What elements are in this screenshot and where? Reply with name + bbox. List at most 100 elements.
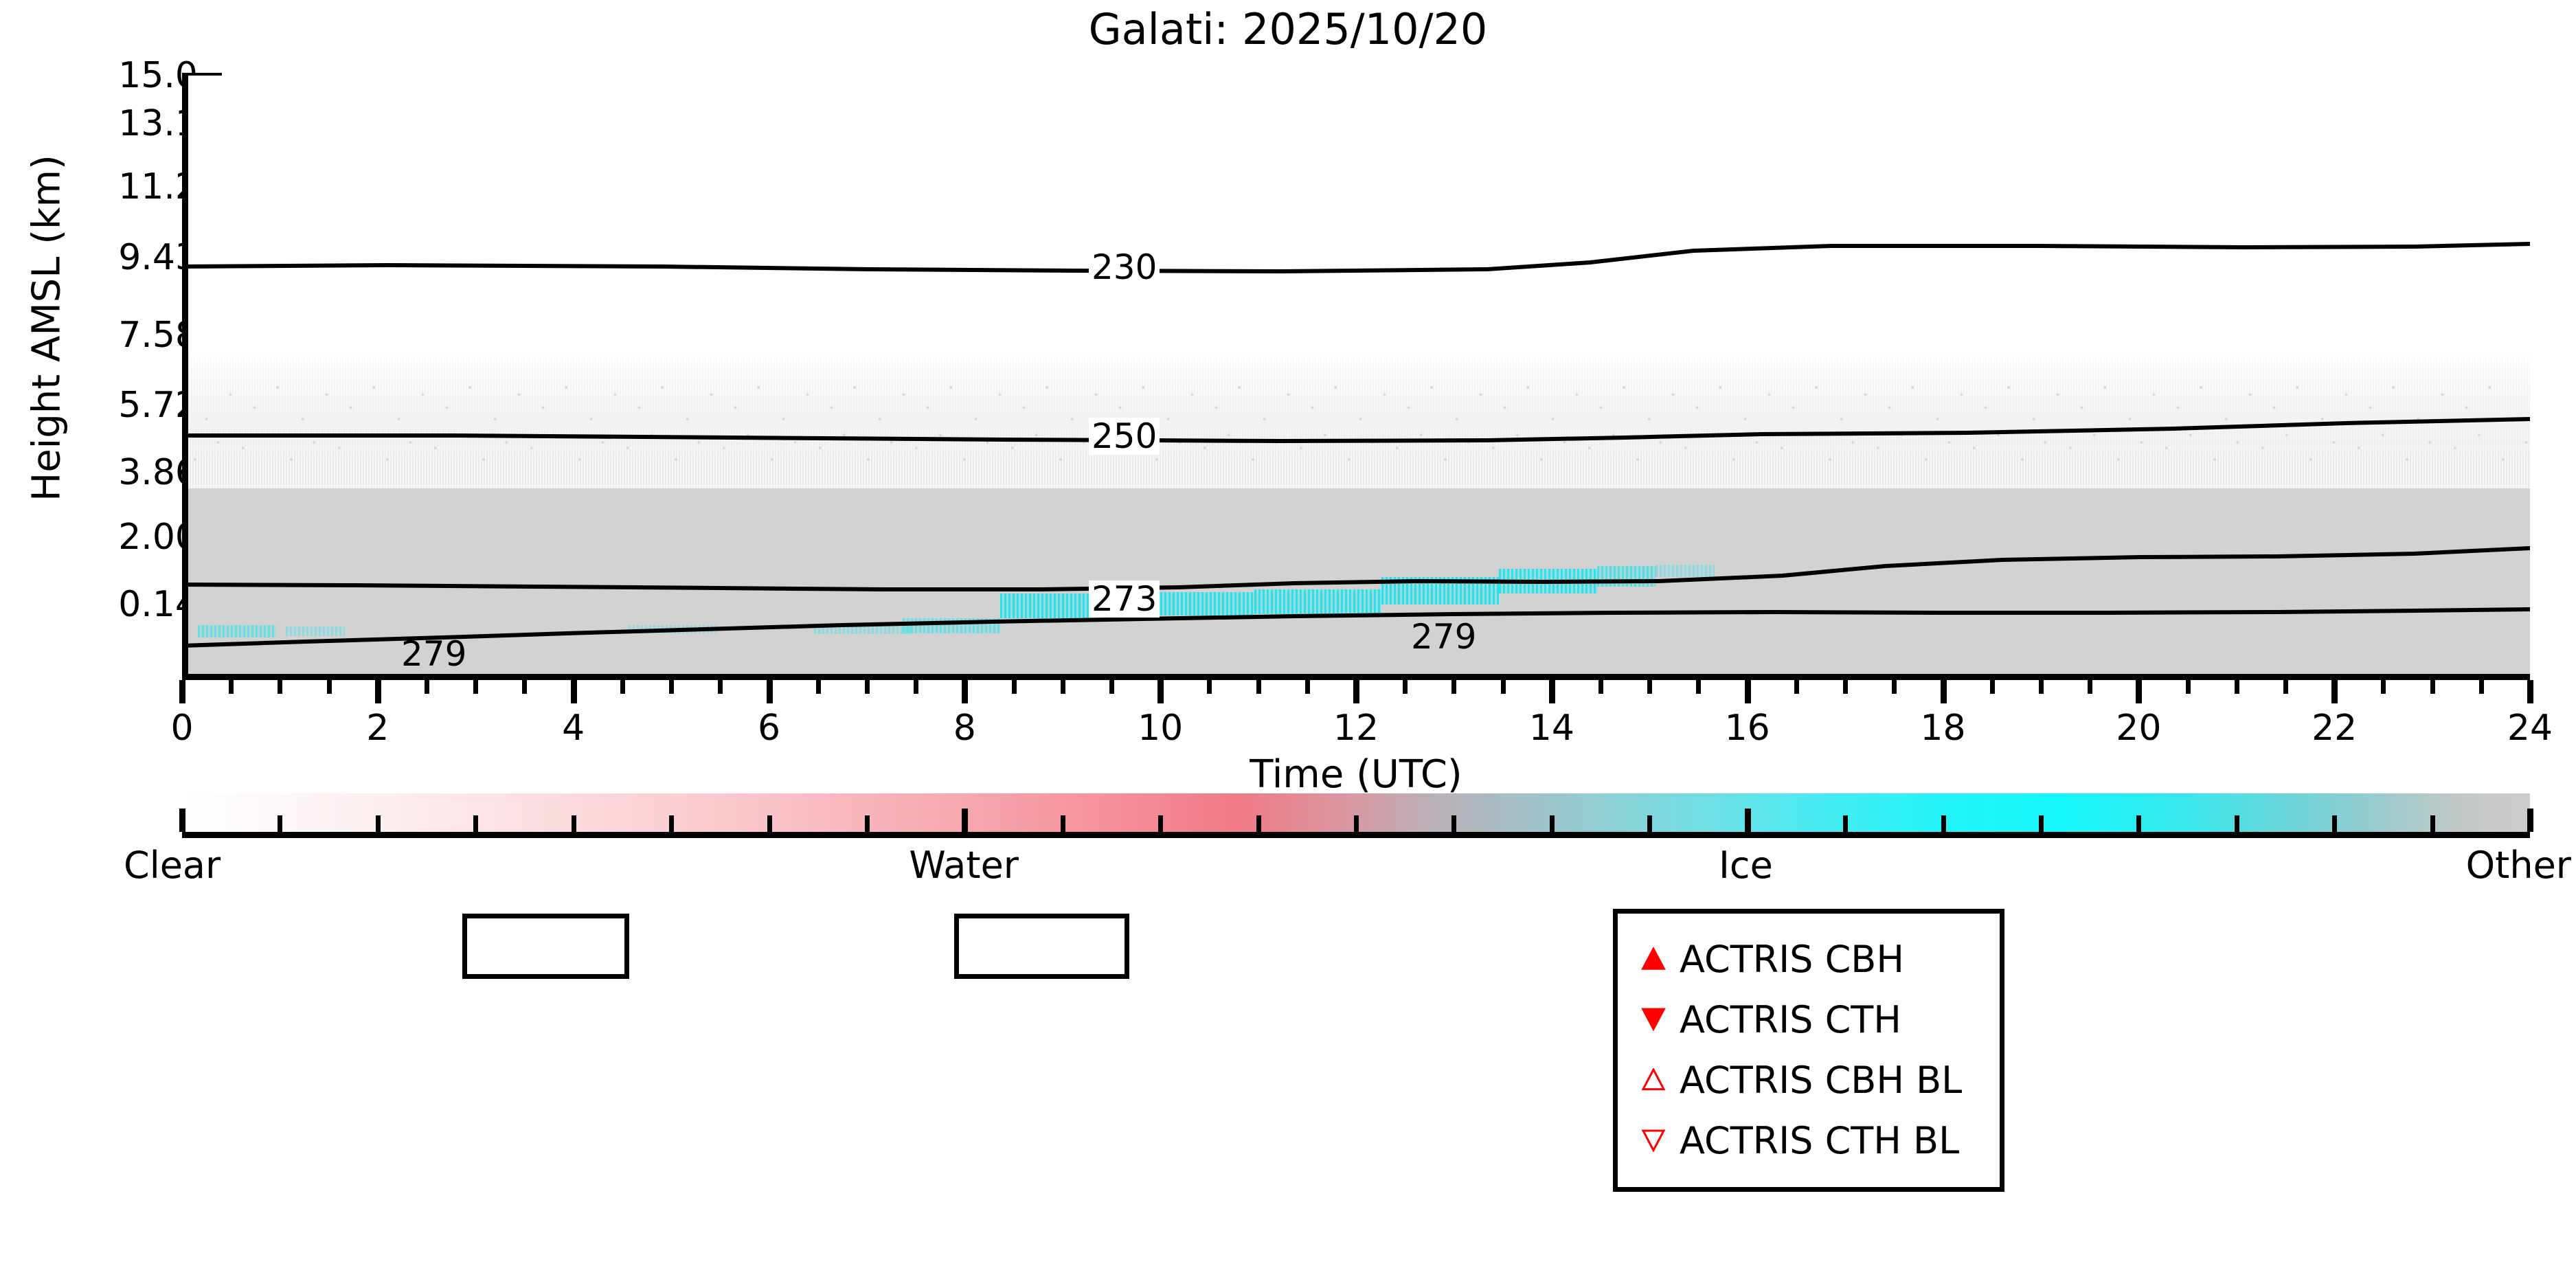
empty-legend-middle	[954, 914, 1129, 979]
x-tick-label-18: 18	[1920, 708, 1966, 749]
x-axis-label: Time (UTC)	[1250, 752, 1462, 797]
x-tick-minor	[1500, 680, 1506, 694]
colorbar-label-water: Water	[909, 844, 1019, 887]
x-tick-10	[1157, 680, 1164, 703]
x-tick-minor	[2038, 680, 2044, 694]
colorbar-tick	[571, 815, 576, 832]
colorbar-tick	[1744, 809, 1751, 832]
x-tick-minor	[2478, 680, 2484, 694]
plot-area	[182, 76, 2530, 680]
legend-item[interactable]: ACTRIS CTH	[1636, 989, 2000, 1050]
x-tick-label-8: 8	[953, 708, 976, 749]
legend-item[interactable]: ACTRIS CBH BL	[1636, 1050, 2000, 1110]
x-tick-2	[374, 680, 381, 703]
x-tick-label-22: 22	[2312, 708, 2358, 749]
x-tick-6	[766, 680, 773, 703]
legend-item-label: ACTRIS CTH	[1680, 997, 1901, 1041]
x-tick-label-20: 20	[2116, 708, 2162, 749]
ice-cloud-segment	[1499, 569, 1597, 594]
x-tick-label-14: 14	[1528, 708, 1574, 749]
triangle-up-filled-icon	[1636, 938, 1671, 980]
x-tick-minor	[278, 680, 283, 694]
x-tick-minor	[1696, 680, 1702, 694]
legend-item-label: ACTRIS CBH BL	[1680, 1058, 1963, 1102]
x-tick-minor	[864, 680, 870, 694]
x-tick-minor	[1011, 680, 1017, 694]
colorbar-tick	[864, 815, 870, 832]
colorbar-tick	[2234, 815, 2239, 832]
x-tick-minor	[1598, 680, 1604, 694]
x-tick-18	[1940, 680, 1947, 703]
colorbar-tick	[962, 809, 969, 832]
colorbar-tick	[1060, 815, 1065, 832]
colorbar-label-clear: Clear	[124, 844, 221, 887]
marker-legend-box: ACTRIS CBH ACTRIS CTH ACTRIS CBH BL ACTRIS …	[1613, 909, 2004, 1192]
colorbar-tick	[278, 815, 283, 832]
colorbar-label-ice: Ice	[1718, 844, 1773, 887]
colorbar-tick	[375, 815, 381, 832]
x-tick-minor	[2283, 680, 2288, 694]
x-tick-minor	[2185, 680, 2191, 694]
x-tick-minor	[1109, 680, 1114, 694]
x-tick-minor	[1060, 680, 1065, 694]
ice-cloud-segment	[628, 625, 717, 633]
contour-label-279: 279	[401, 634, 467, 674]
colorbar-tick	[1451, 815, 1457, 832]
empty-legend-left	[462, 914, 629, 979]
x-tick-minor	[1451, 680, 1457, 694]
x-tick-minor	[815, 680, 821, 694]
colorbar-tick	[767, 815, 772, 832]
x-tick-minor	[718, 680, 723, 694]
x-tick-minor	[1207, 680, 1212, 694]
legend-item[interactable]: ACTRIS CBH	[1636, 929, 2000, 989]
backscatter-speckle-layer	[188, 344, 2530, 488]
x-tick-12	[1353, 680, 1359, 703]
colorbar-tick	[2332, 815, 2338, 832]
colorbar-tick	[1843, 815, 1849, 832]
colorbar-tick	[2430, 815, 2435, 832]
backscatter-solid-layer	[188, 488, 2530, 674]
y-axis-label: Height AMSL (km)	[24, 155, 69, 501]
x-tick-minor	[2381, 680, 2386, 694]
colorbar-tick	[1354, 815, 1359, 832]
x-tick-label-12: 12	[1333, 708, 1379, 749]
x-tick-label-24: 24	[2507, 708, 2553, 749]
x-tick-0	[179, 680, 185, 703]
x-tick-minor	[522, 680, 528, 694]
x-tick-minor	[1892, 680, 1897, 694]
colorbar-tick	[1256, 815, 1261, 832]
x-tick-minor	[326, 680, 332, 694]
x-tick-minor	[473, 680, 479, 694]
contour-label-230: 230	[1089, 249, 1160, 286]
x-tick-minor	[1843, 680, 1849, 694]
ice-cloud-segment	[198, 625, 277, 637]
colorbar-tick	[473, 815, 479, 832]
triangle-up-open-icon	[1636, 1059, 1671, 1100]
x-tick-minor	[1794, 680, 1799, 694]
x-tick-20	[2136, 680, 2143, 703]
ice-cloud-segment	[1254, 589, 1382, 614]
contour-label-250: 250	[1089, 418, 1160, 455]
triangle-down-open-icon	[1636, 1120, 1671, 1161]
legend-item-label: ACTRIS CTH BL	[1680, 1118, 1960, 1162]
ice-cloud-segment	[286, 626, 345, 636]
x-tick-label-16: 16	[1724, 708, 1770, 749]
x-tick-minor	[669, 680, 675, 694]
x-tick-22	[2331, 680, 2338, 703]
x-tick-14	[1548, 680, 1555, 703]
x-tick-8	[962, 680, 969, 703]
x-tick-minor	[229, 680, 234, 694]
colorbar-tick	[1647, 815, 1653, 832]
colorbar-tick	[2136, 815, 2142, 832]
colorbar-tick	[1941, 815, 1946, 832]
legend-item[interactable]: ACTRIS CTH BL	[1636, 1110, 2000, 1171]
colorbar-axis-line	[182, 832, 2530, 838]
ice-cloud-segment	[1596, 566, 1656, 587]
x-tick-minor	[1647, 680, 1653, 694]
x-tick-label-10: 10	[1138, 708, 1184, 749]
x-tick-minor	[1256, 680, 1261, 694]
x-tick-minor	[620, 680, 625, 694]
x-tick-label-0: 0	[170, 708, 194, 749]
x-tick-minor	[425, 680, 430, 694]
